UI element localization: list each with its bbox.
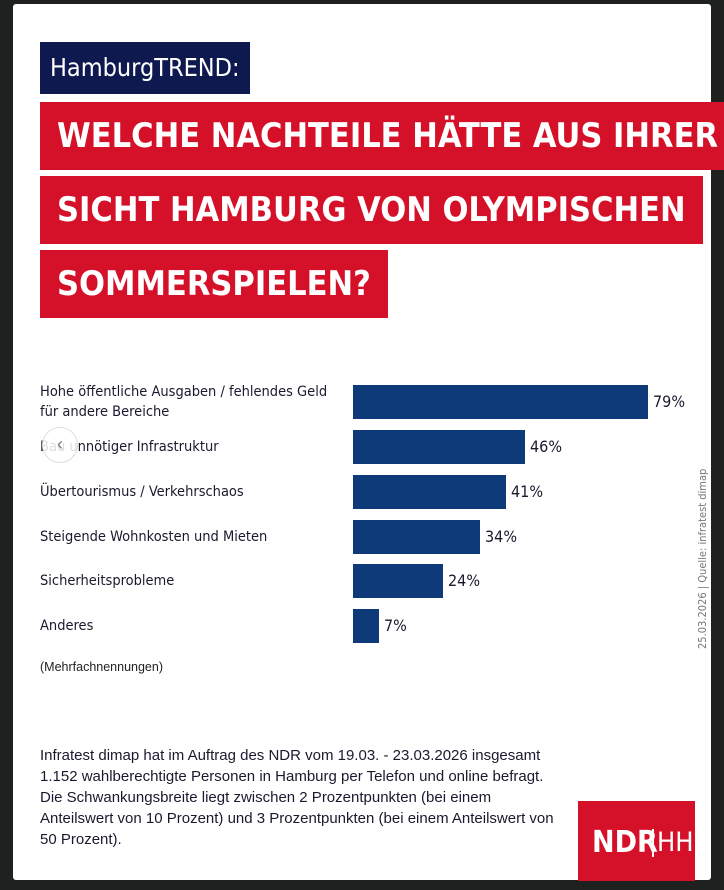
category-label-line: Anderes <box>40 618 94 634</box>
ndr-logo-separator <box>652 829 654 857</box>
category-label: Übertourismus / Verkehrschaos <box>40 482 340 502</box>
ndr-logo-text: NDR <box>592 825 658 860</box>
chevron-left-icon[interactable]: ‹ <box>42 427 78 463</box>
category-label-line: Hohe öffentliche Ausgaben / fehlendes Ge… <box>40 384 328 400</box>
category-label: Anderes <box>40 616 340 636</box>
bar-value-label: 41% <box>511 482 543 501</box>
ndr-logo-region: HH <box>657 827 694 858</box>
headline-line-3: SOMMERSPIELEN? <box>40 250 388 318</box>
infographic-card: HamburgTREND: WELCHE NACHTEILE HÄTTE AUS… <box>13 4 724 881</box>
bar-value-label: 79% <box>653 392 685 411</box>
category-label: Steigende Wohnkosten und Mieten <box>40 527 340 547</box>
bar-value-label: 46% <box>530 437 562 456</box>
bar-value-label: 7% <box>384 616 407 635</box>
headline-line-2: SICHT HAMBURG VON OLYMPISCHEN <box>40 176 703 244</box>
source-credit: 25.03.2026 | Quelle: infratest dimap <box>696 468 709 649</box>
category-label-line: Steigende Wohnkosten und Mieten <box>40 529 268 545</box>
ndr-logo: NDR HH <box>578 801 695 881</box>
bar <box>353 520 480 554</box>
bar <box>353 430 525 464</box>
category-label-line: Bau unnötiger Infrastruktur <box>40 439 219 455</box>
bar <box>353 385 648 419</box>
category-label: Sicherheitsprobleme <box>40 571 340 591</box>
bar <box>353 609 379 643</box>
category-label: Bau unnötiger Infrastruktur <box>40 437 340 457</box>
headline-line-1: WELCHE NACHTEILE HÄTTE AUS IHRER <box>40 102 724 170</box>
category-label-line: für andere Bereiche <box>40 404 170 420</box>
category-label-line: Übertourismus / Verkehrschaos <box>40 484 244 500</box>
category-label: Hohe öffentliche Ausgaben / fehlendes Ge… <box>40 382 340 422</box>
methodology-text: Infratest dimap hat im Auftrag des NDR v… <box>40 747 554 848</box>
category-label-line: Sicherheitsprobleme <box>40 573 175 589</box>
bar-value-label: 24% <box>448 571 480 590</box>
bar <box>353 475 506 509</box>
bar-value-label: 34% <box>485 527 517 546</box>
brand-title: HamburgTREND: <box>40 42 250 94</box>
bar <box>353 564 443 598</box>
multiple-answers-note: (Mehrfachnennungen) <box>40 660 163 674</box>
